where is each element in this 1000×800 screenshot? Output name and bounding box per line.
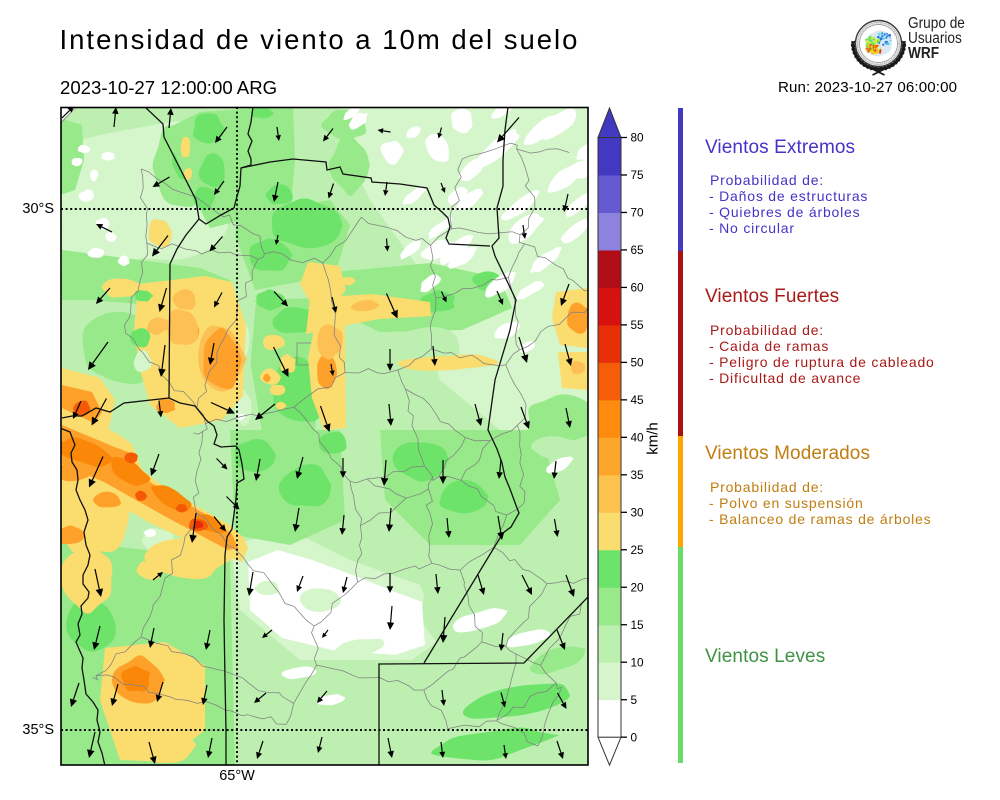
svg-text:km/h: km/h bbox=[645, 422, 662, 455]
svg-text:45: 45 bbox=[631, 393, 645, 407]
svg-text:20: 20 bbox=[631, 580, 645, 594]
svg-text:35: 35 bbox=[631, 468, 645, 482]
svg-text:65: 65 bbox=[631, 243, 645, 257]
svg-text:75: 75 bbox=[631, 168, 645, 182]
svg-text:10: 10 bbox=[631, 655, 645, 669]
svg-text:30: 30 bbox=[631, 506, 645, 520]
svg-text:15: 15 bbox=[631, 618, 645, 632]
svg-text:80: 80 bbox=[631, 131, 645, 145]
svg-text:5: 5 bbox=[631, 693, 638, 707]
svg-text:50: 50 bbox=[631, 356, 645, 370]
svg-text:40: 40 bbox=[631, 431, 645, 445]
svg-text:70: 70 bbox=[631, 206, 645, 220]
svg-text:25: 25 bbox=[631, 543, 645, 557]
svg-text:55: 55 bbox=[631, 318, 645, 332]
svg-text:0: 0 bbox=[631, 730, 638, 744]
svg-text:60: 60 bbox=[631, 281, 645, 295]
